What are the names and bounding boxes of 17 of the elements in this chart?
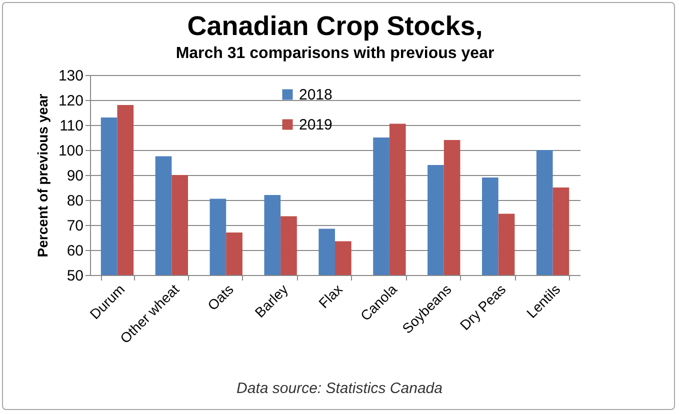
y-tick-label: 100 xyxy=(58,142,84,160)
chart-title: Canadian Crop Stocks, xyxy=(187,11,483,41)
y-tick-label: 130 xyxy=(58,68,84,84)
chart-subtitle: March 31 comparisons with previous year xyxy=(176,45,494,62)
y-tick-label: 60 xyxy=(66,242,84,260)
y-tick-label: 70 xyxy=(66,218,84,234)
y-tick-label: 110 xyxy=(60,118,84,134)
x-tick-label: Flax xyxy=(315,281,346,312)
y-tick-label: 50 xyxy=(66,268,84,284)
y-tick-label: 80 xyxy=(66,192,84,210)
legend-label: 2018 xyxy=(299,86,332,104)
y-axis-title: Percent of previous year xyxy=(34,93,50,258)
legend-label: 2019 xyxy=(299,116,332,134)
y-tick-label: 90 xyxy=(66,168,84,184)
x-tick-label: Oats xyxy=(204,281,237,314)
y-tick-label: 120 xyxy=(58,92,84,110)
source-note: Data source: Statistics Canada xyxy=(236,380,444,397)
